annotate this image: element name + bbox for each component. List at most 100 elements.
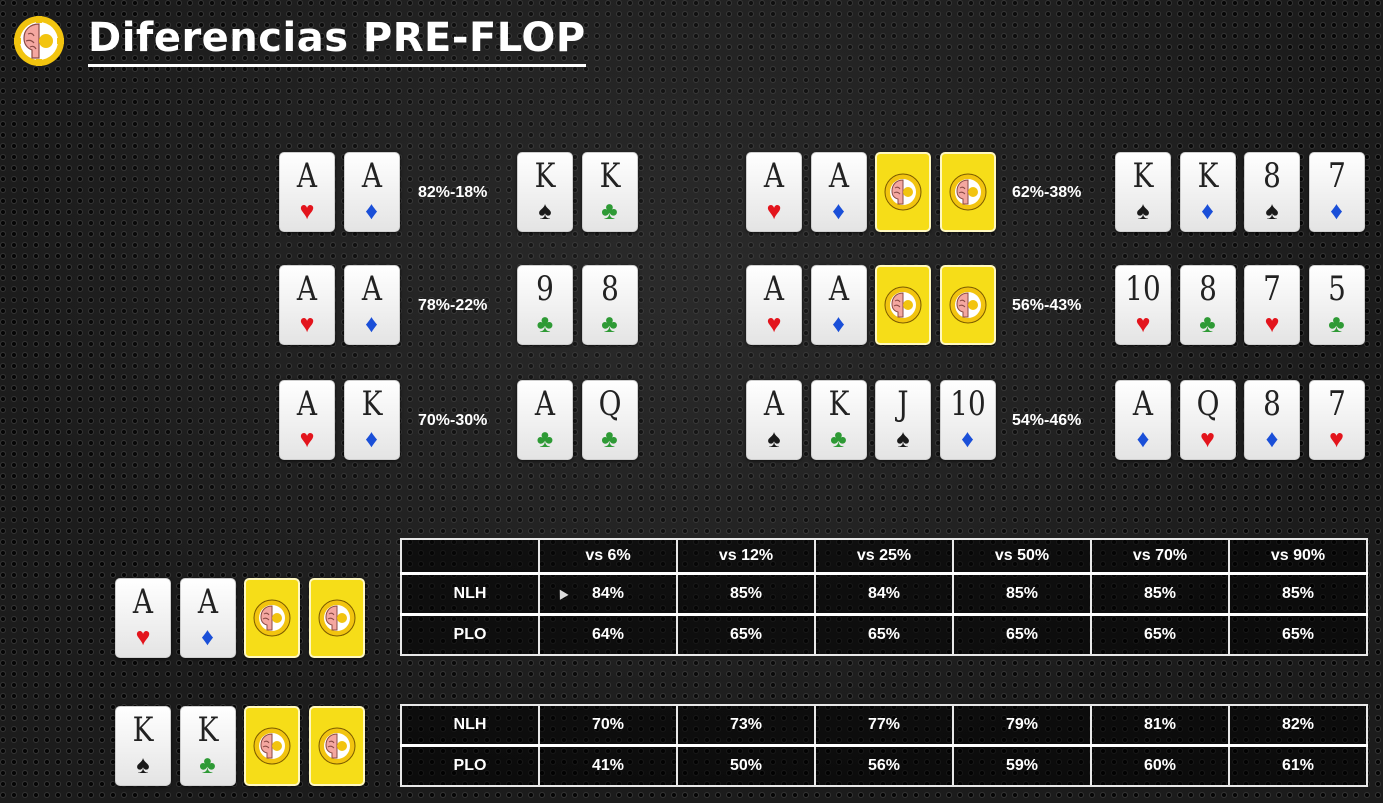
club-suit-icon: ♣ (830, 425, 847, 453)
spade-suit-icon: ♠ (1136, 197, 1150, 225)
playing-card: A ♥ (279, 152, 335, 232)
game-label: NLH (400, 704, 540, 747)
brain-chip-logo-icon (12, 14, 66, 68)
card-rank: 8 (1263, 156, 1281, 196)
spade-suit-icon: ♠ (767, 425, 781, 453)
card-rank: A (296, 384, 318, 424)
equity-cell: 85% (1090, 572, 1230, 616)
card-rank: 8 (600, 269, 619, 309)
heart-suit-icon: ♥ (1329, 425, 1344, 453)
table-header-cell (400, 538, 540, 575)
card-rank: A (132, 582, 154, 622)
card-rank: K (1132, 156, 1154, 196)
playing-card: A ♥ (279, 265, 335, 345)
card-rank: 8 (1263, 384, 1281, 424)
diamond-suit-icon: ♦ (1136, 425, 1150, 453)
equity-table: NLH 70% 73% 77% 79% 81% 82% PLO 41% 50% 56% 59% 60% 6… (400, 704, 1368, 787)
card-rank: 10 (1125, 269, 1161, 309)
table-row: NLH 70% 73% 77% 79% 81% 82% (400, 704, 1368, 747)
equity-cell: 84% (814, 572, 954, 616)
playing-card: A ♥ (115, 578, 171, 658)
table-header-cell: vs 90% (1228, 538, 1368, 575)
equity-label: 56%-43% (1012, 297, 1082, 314)
equity-label: 62%-38% (1012, 184, 1082, 201)
card-rank: A (197, 582, 218, 622)
playing-card: 10 ♥ (1115, 265, 1171, 345)
playing-card: K ♦ (1179, 152, 1236, 232)
card-rank: A (1132, 384, 1154, 424)
playing-card: 9 ♣ (517, 265, 573, 345)
hidden-card-logo-icon (875, 152, 931, 232)
hidden-card-logo-icon (875, 265, 931, 345)
club-suit-icon: ♣ (536, 425, 554, 453)
diamond-suit-icon: ♦ (365, 310, 378, 338)
heart-suit-icon: ♥ (299, 197, 315, 225)
equity-cell: 81% (1090, 704, 1230, 747)
card-rank: A (828, 156, 849, 196)
playing-card: 8 ♣ (1179, 265, 1236, 345)
equity-cell: 65% (1090, 613, 1230, 656)
card-rank: K (361, 384, 382, 424)
playing-card: 5 ♣ (1308, 265, 1365, 345)
equity-cell: 41% (538, 744, 678, 787)
card-rank: A (296, 156, 318, 196)
heart-suit-icon: ♥ (299, 310, 315, 338)
playing-card: 8 ♣ (581, 265, 638, 345)
playing-card: A ♦ (343, 152, 400, 232)
playing-card: K ♣ (810, 380, 867, 460)
playing-card: K ♠ (517, 152, 573, 232)
heart-suit-icon: ♥ (1135, 310, 1151, 338)
equity-cell: 85% (1228, 572, 1368, 616)
hidden-card-logo-icon (244, 578, 300, 658)
hidden-card-logo-icon (939, 265, 996, 345)
club-suit-icon: ♣ (536, 310, 554, 338)
card-rank: K (1197, 156, 1218, 196)
card-rank: A (534, 384, 556, 424)
equity-cell: 60% (1090, 744, 1230, 787)
card-rank: Q (598, 384, 621, 424)
card-rank: A (763, 269, 785, 309)
equity-cell: 65% (1228, 613, 1368, 656)
spade-suit-icon: ♠ (896, 425, 910, 453)
equity-cell: 79% (952, 704, 1092, 747)
equity-cell: 82% (1228, 704, 1368, 747)
playing-card: A ♥ (279, 380, 335, 460)
card-rank: 7 (1327, 156, 1346, 196)
diamond-suit-icon: ♦ (201, 623, 214, 651)
playing-card: 8 ♦ (1244, 380, 1300, 460)
equity-cell: 70% (538, 704, 678, 747)
card-rank: 7 (1263, 269, 1281, 309)
playing-card: K ♠ (1115, 152, 1171, 232)
equity-cell: 64% (538, 613, 678, 656)
card-rank: A (763, 384, 785, 424)
hidden-card-logo-icon (308, 578, 365, 658)
card-rank: 9 (536, 269, 554, 309)
table-header-cell: vs 70% (1090, 538, 1230, 575)
club-suit-icon: ♣ (199, 751, 216, 779)
equity-label: 78%-22% (418, 297, 488, 314)
playing-card: 7 ♦ (1308, 152, 1365, 232)
diamond-suit-icon: ♦ (1330, 197, 1343, 225)
table-header-cell: vs 12% (676, 538, 816, 575)
playing-card: A ♦ (810, 152, 867, 232)
playing-card: A ♥ (746, 265, 802, 345)
table-row: PLO 64% 65% 65% 65% 65% 65% (400, 613, 1368, 656)
card-rank: K (132, 710, 154, 750)
card-rank: K (828, 384, 849, 424)
equity-cell: 59% (952, 744, 1092, 787)
playing-card: K ♣ (179, 706, 236, 786)
equity-cell: 85% (952, 572, 1092, 616)
club-suit-icon: ♣ (601, 425, 618, 453)
card-rank: 8 (1198, 269, 1217, 309)
hidden-card-logo-icon (244, 706, 300, 786)
diamond-suit-icon: ♦ (832, 197, 845, 225)
club-suit-icon: ♣ (1328, 310, 1345, 338)
equity-cell: 56% (814, 744, 954, 787)
playing-card: A ♥ (746, 152, 802, 232)
hidden-card-logo-icon (308, 706, 365, 786)
heart-suit-icon: ♥ (299, 425, 315, 453)
game-label: PLO (400, 613, 540, 656)
diamond-suit-icon: ♦ (832, 310, 845, 338)
playing-card: A ♦ (343, 265, 400, 345)
spade-suit-icon: ♠ (1265, 197, 1279, 225)
